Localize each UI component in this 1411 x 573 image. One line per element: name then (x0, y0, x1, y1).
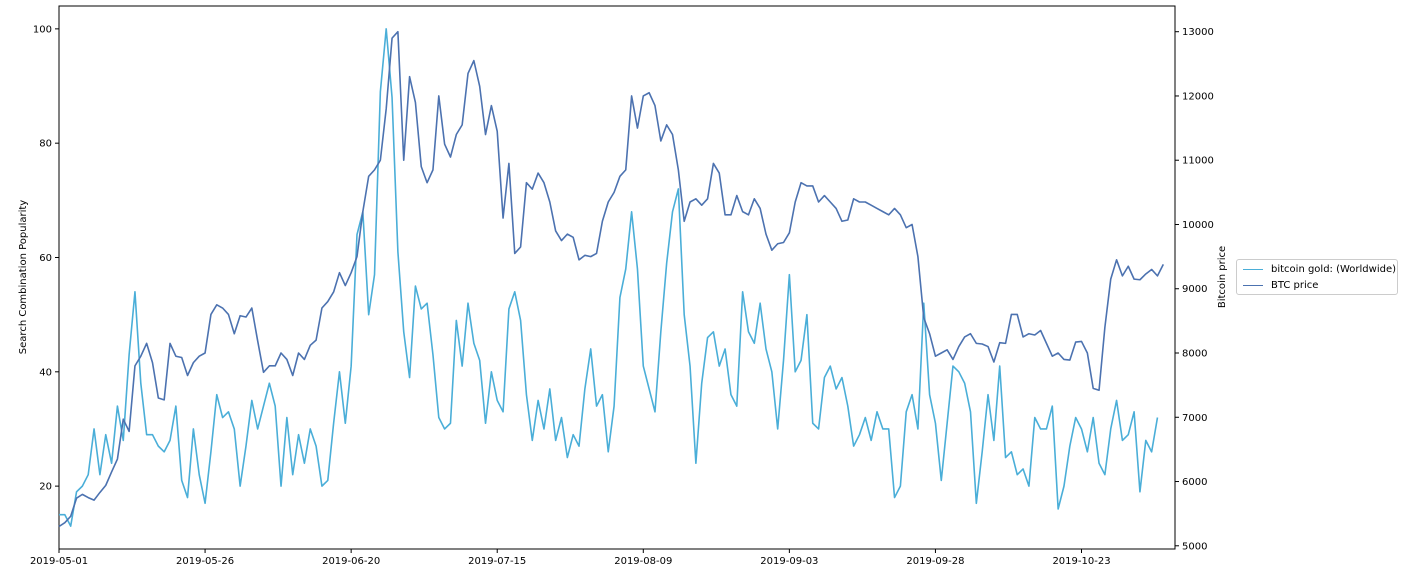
series-line-btc-price (58, 30, 1165, 528)
x-tick-label: 2019-05-01 (30, 556, 88, 567)
y2-tick-label: 5000 (1182, 541, 1207, 552)
y-axis-left: 20 40 60 80 100 (33, 24, 59, 493)
plot-frame (58, 5, 1176, 550)
x-axis: 2019-05-01 2019-05-26 2019-06-20 2019-07-15… (30, 549, 1111, 567)
legend-item-btc: BTC price (1243, 278, 1318, 292)
y-axis-right: 5000 6000 7000 8000 9000 10000 11000 12000 13000 (1175, 27, 1214, 552)
y2-axis-title: Bitcoin price (1217, 246, 1228, 308)
y2-tick-label: 8000 (1182, 349, 1207, 360)
y2-tick-label: 11000 (1182, 156, 1214, 167)
legend-item-search: bitcoin gold: (Worldwide) (1243, 262, 1396, 276)
legend-swatch-btc (1243, 284, 1263, 286)
y-tick-label: 60 (39, 253, 52, 264)
legend-label-btc: BTC price (1271, 279, 1319, 291)
y2-tick-label: 9000 (1182, 284, 1207, 295)
x-tick-label: 2019-05-26 (176, 556, 234, 567)
y-tick-label: 80 (39, 139, 52, 150)
x-tick-label: 2019-06-20 (322, 556, 380, 567)
y2-tick-label: 10000 (1182, 220, 1214, 231)
series-line-search-popularity (59, 28, 1159, 527)
x-tick-label: 2019-09-03 (760, 556, 818, 567)
x-tick-label: 2019-07-15 (468, 556, 526, 567)
y2-tick-label: 6000 (1182, 477, 1207, 488)
x-tick-label: 2019-08-09 (614, 556, 672, 567)
y-tick-label: 40 (39, 367, 52, 378)
x-tick-label: 2019-10-23 (1052, 556, 1110, 567)
y-tick-label: 20 (39, 482, 52, 493)
plot-border (58, 5, 1176, 550)
y2-tick-label: 7000 (1182, 413, 1207, 424)
y2-tick-label: 13000 (1182, 27, 1214, 38)
y-tick-label: 100 (33, 24, 52, 35)
legend-label-search: bitcoin gold: (Worldwide) (1271, 263, 1397, 275)
legend: bitcoin gold: (Worldwide) BTC price (1236, 259, 1398, 295)
x-tick-label: 2019-09-28 (906, 556, 964, 567)
series-layer (58, 28, 1165, 528)
y-axis-title: Search Combination Popularity (18, 200, 29, 354)
legend-swatch-search (1243, 268, 1263, 270)
y2-tick-label: 12000 (1182, 91, 1214, 102)
